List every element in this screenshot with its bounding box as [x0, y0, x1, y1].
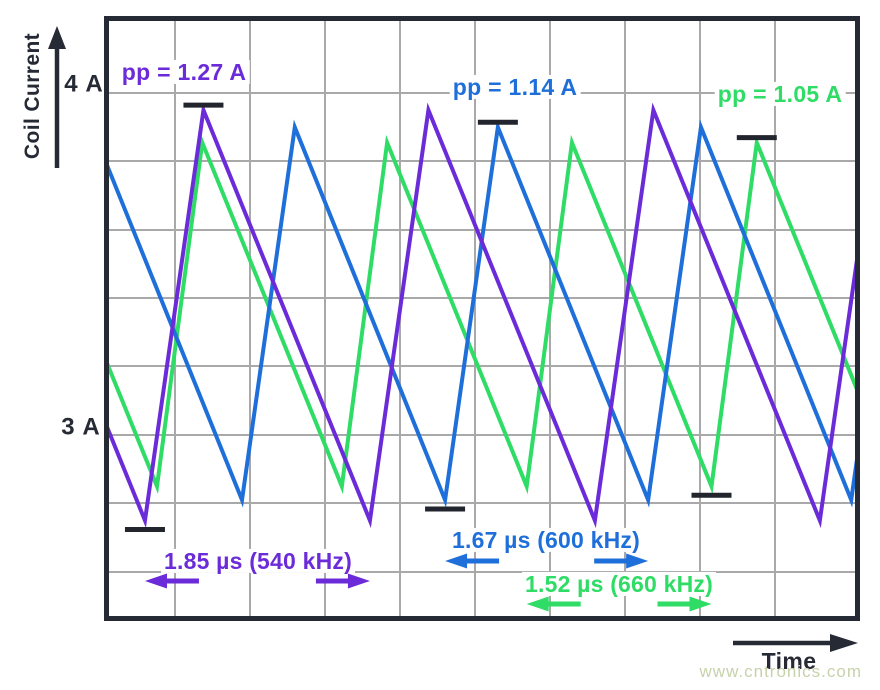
x-axis-arrow-icon: [733, 634, 858, 652]
waveform-540khz: [109, 102, 855, 529]
period-label-660khz: 1.52 µs (660 kHz): [522, 572, 716, 596]
peak-trough-markers: [124, 102, 777, 532]
y-tick-4a: 4 A: [64, 70, 104, 98]
period-arrow-600khz: [445, 553, 649, 569]
y-axis-title: Coil Current: [20, 32, 44, 160]
period-arrow-660khz: [526, 596, 712, 612]
period-arrow-540khz: [144, 573, 370, 589]
pp-label-540khz: pp = 1.27 A: [118, 60, 250, 84]
y-axis-arrow-icon: [48, 26, 66, 168]
waveform-600khz: [109, 119, 855, 508]
waveform-660khz: [109, 134, 855, 495]
waveforms: [109, 102, 855, 529]
x-axis-title: Time: [761, 647, 817, 674]
period-span-arrows: [144, 553, 712, 612]
period-label-600khz: 1.67 µs (600 kHz): [449, 528, 643, 552]
pp-label-600khz: pp = 1.14 A: [449, 75, 581, 99]
pp-label-660khz: pp = 1.05 A: [714, 82, 846, 106]
plot-border: [104, 16, 860, 621]
y-tick-3a: 3 A: [61, 413, 101, 441]
period-label-540khz: 1.85 µs (540 kHz): [161, 549, 355, 573]
watermark: www.cntronics.com: [699, 662, 862, 681]
